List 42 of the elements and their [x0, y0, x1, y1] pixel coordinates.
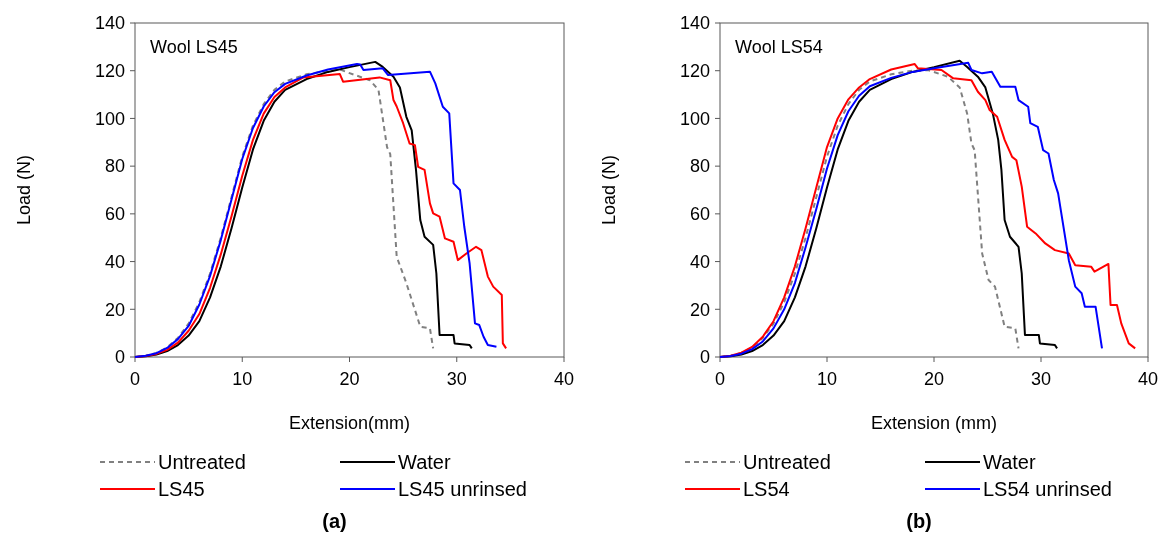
y-tick-label: 100 — [94, 108, 125, 129]
y-tick-label: 60 — [104, 204, 125, 225]
x-tick-label: 30 — [446, 369, 467, 389]
y-tick-label: 140 — [679, 13, 710, 34]
y-tick-label: 20 — [104, 299, 125, 320]
legend-label: Water — [398, 451, 451, 473]
x-tick-label: 30 — [1030, 369, 1052, 389]
text: Wool LS45 — [150, 37, 238, 57]
y-tick-label: 80 — [104, 156, 125, 177]
x-tick-label: 20 — [339, 369, 360, 389]
y-tick-label: 40 — [104, 251, 125, 272]
y-tick-label: 40 — [689, 251, 710, 272]
x-tick-label: 20 — [923, 369, 945, 389]
x-axis-title: Extension (mm) — [870, 413, 998, 433]
legend-label: LS54 unrinsed — [983, 478, 1112, 500]
x-tick-label: 10 — [232, 369, 253, 389]
y-tick-label: 0 — [114, 347, 125, 368]
text: (a) — [322, 510, 347, 532]
x-axis-title: Extension(mm) — [288, 413, 411, 433]
y-axis-title: Load (N) — [599, 154, 619, 226]
legend-label: Untreated — [743, 451, 831, 473]
x-tick-label: 0 — [129, 369, 141, 389]
y-axis-title: Load (N) — [14, 154, 34, 226]
y-tick-label: 120 — [679, 61, 710, 82]
x-tick-label: 0 — [714, 369, 726, 389]
x-tick-label: 40 — [1137, 369, 1159, 389]
y-tick-label: 0 — [699, 347, 710, 368]
y-tick-label: 100 — [679, 108, 710, 129]
y-tick-label: 20 — [689, 299, 710, 320]
legend-label: LS45 — [158, 478, 205, 500]
x-tick-label: 10 — [816, 369, 838, 389]
legend-label: Water — [983, 451, 1036, 473]
legend-label: LS45 unrinsed — [398, 478, 527, 500]
y-tick-label: 80 — [689, 156, 710, 177]
legend-label: Untreated — [158, 451, 246, 473]
text: (b) — [906, 510, 932, 532]
legend-label: LS54 — [743, 478, 790, 500]
y-tick-label: 140 — [94, 13, 125, 34]
x-tick-label: 40 — [553, 369, 575, 389]
y-tick-label: 60 — [689, 204, 710, 225]
y-tick-label: 120 — [94, 61, 125, 82]
text: Wool LS54 — [735, 37, 823, 57]
